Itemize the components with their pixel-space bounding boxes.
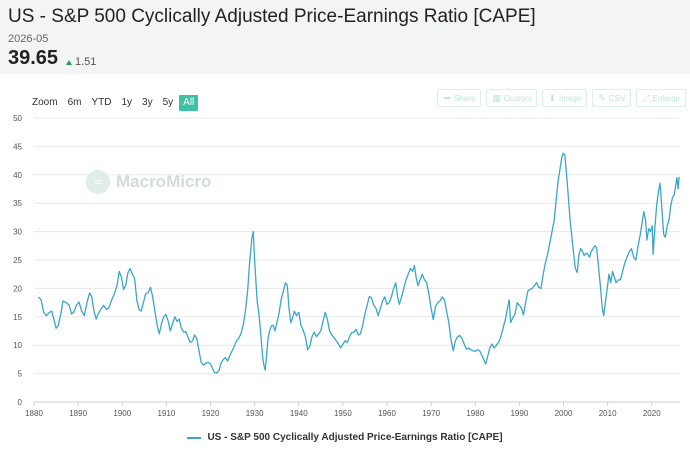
x-tick-label: 1890: [69, 409, 87, 418]
zoom-label: Zoom: [32, 97, 58, 108]
up-arrow-icon: [66, 59, 72, 65]
grid-lines: [34, 117, 680, 403]
range-1y-button[interactable]: 1y: [121, 97, 133, 108]
legend-label: US - S&P 500 Cyclically Adjusted Price-E…: [207, 432, 503, 443]
latest-date: 2026-05: [8, 33, 49, 45]
y-tick-label: 0: [18, 398, 23, 407]
x-tick-label: 1880: [25, 409, 43, 418]
x-tick-label: 2010: [599, 409, 617, 418]
image-label: Image: [558, 93, 582, 103]
x-tick-label: 2000: [555, 409, 573, 418]
pencil-icon: ✎: [598, 92, 606, 103]
page-title: US - S&P 500 Cyclically Adjusted Price-E…: [8, 6, 536, 27]
x-tick-label: 1940: [290, 409, 308, 418]
range-ytd-button[interactable]: YTD: [91, 97, 112, 108]
cape-series-line: [37, 152, 680, 374]
cape-chart[interactable]: 0 5 10 15 20 25 30 35 40 45 50 1880 1890 1900 1910 192…: [0, 110, 690, 420]
csv-button[interactable]: ✎ CSV: [592, 89, 632, 107]
x-tick-label: 1970: [422, 409, 440, 418]
chart-toolbar: ➦ Share ▦ Custom ⬇ Image ✎ CSV ⤢ Enlarge: [437, 89, 686, 107]
y-tick-label: 10: [13, 341, 22, 350]
range-3y-button[interactable]: 3y: [142, 97, 153, 108]
range-5y-button[interactable]: 5y: [162, 97, 174, 108]
grid-icon: ▦: [492, 92, 501, 103]
watermark: ≈ MacroMicro: [86, 170, 211, 194]
x-tick-label: 1930: [246, 409, 264, 418]
y-tick-label: 50: [13, 114, 22, 123]
x-tick-label: 1950: [334, 409, 352, 418]
share-icon: ➦: [443, 92, 451, 103]
custom-label: Custom: [503, 93, 532, 103]
y-tick-label: 15: [13, 313, 22, 322]
download-icon: ⬇: [548, 92, 556, 103]
latest-value: 39.65: [8, 47, 59, 69]
enlarge-label: Enlarge: [652, 93, 680, 103]
y-tick-label: 5: [18, 370, 23, 379]
x-tick-label: 1980: [466, 409, 484, 418]
watermark-text: MacroMicro: [116, 172, 212, 191]
x-tick-label: 2020: [643, 409, 661, 418]
y-tick-label: 20: [13, 284, 22, 293]
change-indicator: 1.51: [66, 56, 96, 68]
macromicro-logo-icon: ≈: [86, 170, 110, 194]
x-tick-label: 1910: [157, 409, 175, 418]
share-label: Share: [454, 93, 476, 103]
y-tick-label: 25: [13, 256, 22, 265]
range-all-button[interactable]: All: [179, 95, 199, 111]
legend-swatch: [187, 436, 202, 439]
share-button[interactable]: ➦ Share: [437, 89, 482, 107]
x-tick-label: 1900: [113, 409, 131, 418]
x-tick-label: 1990: [510, 409, 528, 418]
change-value: 1.51: [75, 56, 97, 68]
enlarge-button[interactable]: ⤢ Enlarge: [636, 89, 686, 107]
image-button[interactable]: ⬇ Image: [542, 89, 588, 107]
y-axis-ticks: 0 5 10 15 20 25 30 35 40 45 50: [13, 114, 22, 407]
header: US - S&P 500 Cyclically Adjusted Price-E…: [0, 0, 690, 74]
y-tick-label: 35: [13, 199, 22, 208]
y-tick-label: 45: [13, 142, 22, 151]
x-tick-label: 1920: [202, 409, 220, 418]
expand-icon: ⤢: [642, 92, 650, 103]
custom-button[interactable]: ▦ Custom: [486, 89, 538, 107]
y-tick-label: 30: [13, 228, 22, 237]
x-tick-label: 1960: [378, 409, 396, 418]
y-tick-label: 40: [13, 171, 22, 180]
legend[interactable]: US - S&P 500 Cyclically Adjusted Price-E…: [0, 432, 690, 443]
csv-label: CSV: [608, 93, 626, 103]
range-6m-button[interactable]: 6m: [67, 97, 82, 108]
range-selector: Zoom 6m YTD 1y 3y 5y All: [28, 95, 199, 111]
x-axis-ticks: 1880 1890 1900 1910 1920 1930 1940 1950 1960 1970…: [25, 402, 661, 418]
